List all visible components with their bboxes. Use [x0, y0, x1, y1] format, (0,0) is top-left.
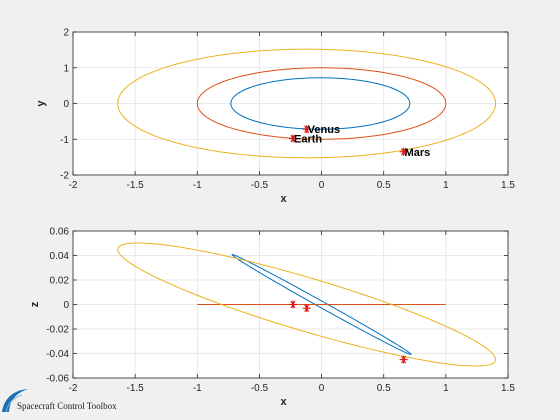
x-tick-label: 0 — [319, 383, 325, 394]
y-axis-label: y — [35, 100, 47, 107]
orbit-line-0 — [230, 77, 411, 130]
y-tick-label: 1 — [63, 63, 69, 74]
y-axis-label: z — [29, 301, 41, 307]
orbit-group — [117, 48, 497, 159]
x-axis-label: x — [280, 193, 287, 205]
logo-swoosh-icon — [2, 389, 28, 412]
logo-text: Spacecraft Control Toolbox — [17, 401, 117, 411]
planet-marker — [302, 125, 311, 134]
orbit-line-0 — [231, 254, 412, 355]
x-tick-label: -0.5 — [251, 180, 269, 191]
x-tick-label: 1.5 — [501, 180, 515, 191]
x-tick-label: 0.5 — [377, 180, 391, 191]
planet-label: Earth — [294, 134, 322, 146]
x-tick-label: 1.5 — [501, 383, 515, 394]
x-tick-label: -2 — [69, 383, 78, 394]
orbit-group — [117, 242, 497, 367]
x-tick-label: -1.5 — [127, 180, 145, 191]
logo-swoosh-accent-icon — [5, 394, 23, 413]
orbit-line-1 — [196, 67, 447, 140]
x-tick-label: -2 — [69, 180, 78, 191]
y-tick-label: -1 — [60, 135, 69, 146]
planet-marker — [399, 355, 408, 364]
y-tick-label: 0.02 — [50, 276, 70, 287]
x-tick-label: 1 — [443, 180, 449, 191]
bottom-plot: -2 -1.5 -1 -0.5 0 0.5 1 1.5 -0.06 -0.04 -0.02 0 0.02… — [29, 227, 515, 409]
y-tick-label: 2 — [63, 28, 69, 39]
y-tick-label: -0.04 — [46, 349, 69, 360]
y-tick-label: 0.04 — [50, 251, 70, 262]
orbit-line-2 — [117, 48, 497, 159]
y-tick-label: 0.06 — [50, 227, 70, 238]
y-tick-label: 0 — [63, 300, 69, 311]
y-tick-label: -0.06 — [46, 374, 69, 385]
planet-marker — [288, 300, 297, 309]
toolbox-logo: Spacecraft Control Toolbox — [2, 389, 117, 413]
planet-marker — [302, 304, 311, 313]
planet-label: Venus — [308, 124, 340, 136]
y-tick-label: -0.02 — [46, 325, 69, 336]
x-tick-label: -1 — [193, 383, 202, 394]
planet-label: Mars — [405, 147, 431, 159]
planet-marker — [399, 147, 408, 156]
orbit-line-2 — [117, 242, 497, 367]
x-tick-label: -0.5 — [251, 383, 269, 394]
planet-marker — [288, 134, 297, 143]
x-tick-label: 1 — [443, 383, 449, 394]
y-tick-label: 0 — [63, 99, 69, 110]
x-tick-label: -1 — [193, 180, 202, 191]
y-tick-label: -2 — [60, 171, 69, 182]
x-tick-label: -1.5 — [127, 383, 145, 394]
x-tick-label: 0 — [319, 180, 325, 191]
x-tick-label: 0.5 — [377, 383, 391, 394]
x-axis-label: x — [280, 396, 287, 408]
